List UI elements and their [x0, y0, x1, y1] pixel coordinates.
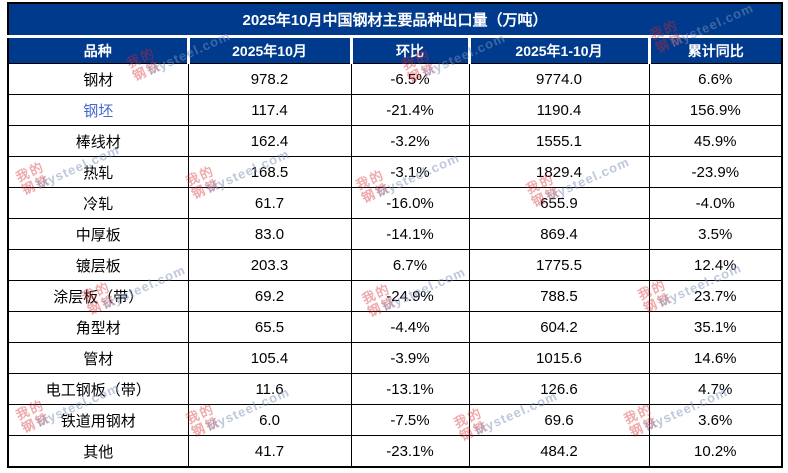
ytd-value-cell: 126.6 — [468, 373, 650, 405]
column-header-jan-oct: 2025年1-10月 — [467, 36, 650, 64]
table-row: 其他 41.7 -23.1% 484.2 10.2% — [7, 435, 783, 468]
oct-value-cell: 69.2 — [187, 280, 352, 312]
variety-cell: 角型材 — [7, 311, 189, 343]
yoy-change-cell: 156.9% — [648, 94, 783, 126]
variety-cell: 冷轧 — [7, 187, 189, 219]
column-header-mom-change: 环比 — [349, 36, 470, 64]
ytd-value-cell: 655.9 — [468, 187, 650, 219]
table-row: 铁道用钢材 6.0 -7.5% 69.6 3.6% — [7, 404, 783, 436]
yoy-change-cell: 4.7% — [648, 373, 783, 405]
oct-value-cell: 105.4 — [187, 342, 352, 374]
oct-value-cell: 65.5 — [187, 311, 352, 343]
mom-change-cell: -3.9% — [350, 342, 470, 374]
ytd-value-cell: 1829.4 — [468, 156, 650, 188]
oct-value-cell: 61.7 — [187, 187, 352, 219]
table-row: 涂层板（带） 69.2 -24.9% 788.5 23.7% — [7, 280, 783, 312]
table-row: 棒线材 162.4 -3.2% 1555.1 45.9% — [7, 125, 783, 157]
oct-value-cell: 6.0 — [187, 404, 352, 436]
ytd-value-cell: 9774.0 — [468, 63, 650, 95]
oct-value-cell: 11.6 — [187, 373, 352, 405]
yoy-change-cell: 3.5% — [648, 218, 783, 250]
mom-change-cell: -4.4% — [350, 311, 470, 343]
table-row: 角型材 65.5 -4.4% 604.2 35.1% — [7, 311, 783, 343]
table-title: 2025年10月中国钢材主要品种出口量（万吨） — [7, 2, 783, 38]
table-row: 热轧 168.5 -3.1% 1829.4 -23.9% — [7, 156, 783, 188]
table-row: 中厚板 83.0 -14.1% 869.4 3.5% — [7, 218, 783, 250]
oct-value-cell: 978.2 — [187, 63, 352, 95]
yoy-change-cell: 23.7% — [648, 280, 783, 312]
mom-change-cell: -6.5% — [350, 63, 470, 95]
yoy-change-cell: -23.9% — [648, 156, 783, 188]
yoy-change-cell: 35.1% — [648, 311, 783, 343]
table-row: 电工钢板（带） 11.6 -13.1% 126.6 4.7% — [7, 373, 783, 405]
yoy-change-cell: 6.6% — [648, 63, 783, 95]
mom-change-cell: -13.1% — [350, 373, 470, 405]
variety-cell: 涂层板（带） — [7, 280, 189, 312]
oct-value-cell: 162.4 — [187, 125, 352, 157]
variety-cell: 管材 — [7, 342, 189, 374]
variety-cell: 中厚板 — [7, 218, 189, 250]
oct-value-cell: 168.5 — [187, 156, 352, 188]
mom-change-cell: -3.1% — [350, 156, 470, 188]
oct-value-cell: 203.3 — [187, 249, 352, 281]
table-row: 管材 105.4 -3.9% 1015.6 14.6% — [7, 342, 783, 374]
variety-cell: 热轧 — [7, 156, 189, 188]
ytd-value-cell: 69.6 — [468, 404, 650, 436]
yoy-change-cell: 10.2% — [648, 435, 783, 468]
ytd-value-cell: 869.4 — [468, 218, 650, 250]
variety-cell: 其他 — [7, 435, 189, 468]
variety-cell[interactable]: 钢坯 — [7, 94, 189, 126]
ytd-value-cell: 484.2 — [468, 435, 650, 468]
yoy-change-cell: -4.0% — [648, 187, 783, 219]
table-row: 冷轧 61.7 -16.0% 655.9 -4.0% — [7, 187, 783, 219]
ytd-value-cell: 1015.6 — [468, 342, 650, 374]
oct-value-cell: 117.4 — [187, 94, 352, 126]
table-row: 镀层板 203.3 6.7% 1775.5 12.4% — [7, 249, 783, 281]
variety-cell: 铁道用钢材 — [7, 404, 189, 436]
yoy-change-cell: 12.4% — [648, 249, 783, 281]
column-header-variety: 品种 — [7, 36, 189, 64]
table-title-row: 2025年10月中国钢材主要品种出口量（万吨） — [7, 2, 783, 38]
mom-change-cell: -3.2% — [350, 125, 470, 157]
table-row: 钢坯 117.4 -21.4% 1190.4 156.9% — [7, 94, 783, 126]
table-header-row: 品种 2025年10月 环比 2025年1-10月 累计同比 — [7, 36, 783, 64]
column-header-cum-yoy: 累计同比 — [647, 36, 783, 64]
mom-change-cell: -24.9% — [350, 280, 470, 312]
variety-cell: 钢材 — [7, 63, 189, 95]
variety-cell: 棒线材 — [7, 125, 189, 157]
mom-change-cell: -14.1% — [350, 218, 470, 250]
ytd-value-cell: 1775.5 — [468, 249, 650, 281]
ytd-value-cell: 1555.1 — [468, 125, 650, 157]
variety-cell: 电工钢板（带） — [7, 373, 189, 405]
mom-change-cell: -7.5% — [350, 404, 470, 436]
mom-change-cell: 6.7% — [350, 249, 470, 281]
mom-change-cell: -21.4% — [350, 94, 470, 126]
oct-value-cell: 41.7 — [187, 435, 352, 468]
yoy-change-cell: 3.6% — [648, 404, 783, 436]
table-row: 钢材 978.2 -6.5% 9774.0 6.6% — [7, 63, 783, 95]
mom-change-cell: -23.1% — [350, 435, 470, 468]
mom-change-cell: -16.0% — [350, 187, 470, 219]
ytd-value-cell: 604.2 — [468, 311, 650, 343]
variety-cell: 镀层板 — [7, 249, 189, 281]
export-table: 2025年10月中国钢材主要品种出口量（万吨） 品种 2025年10月 环比 2… — [7, 2, 784, 468]
column-header-oct-2025: 2025年10月 — [186, 36, 352, 64]
oct-value-cell: 83.0 — [187, 218, 352, 250]
yoy-change-cell: 45.9% — [648, 125, 783, 157]
ytd-value-cell: 788.5 — [468, 280, 650, 312]
ytd-value-cell: 1190.4 — [468, 94, 650, 126]
yoy-change-cell: 14.6% — [648, 342, 783, 374]
